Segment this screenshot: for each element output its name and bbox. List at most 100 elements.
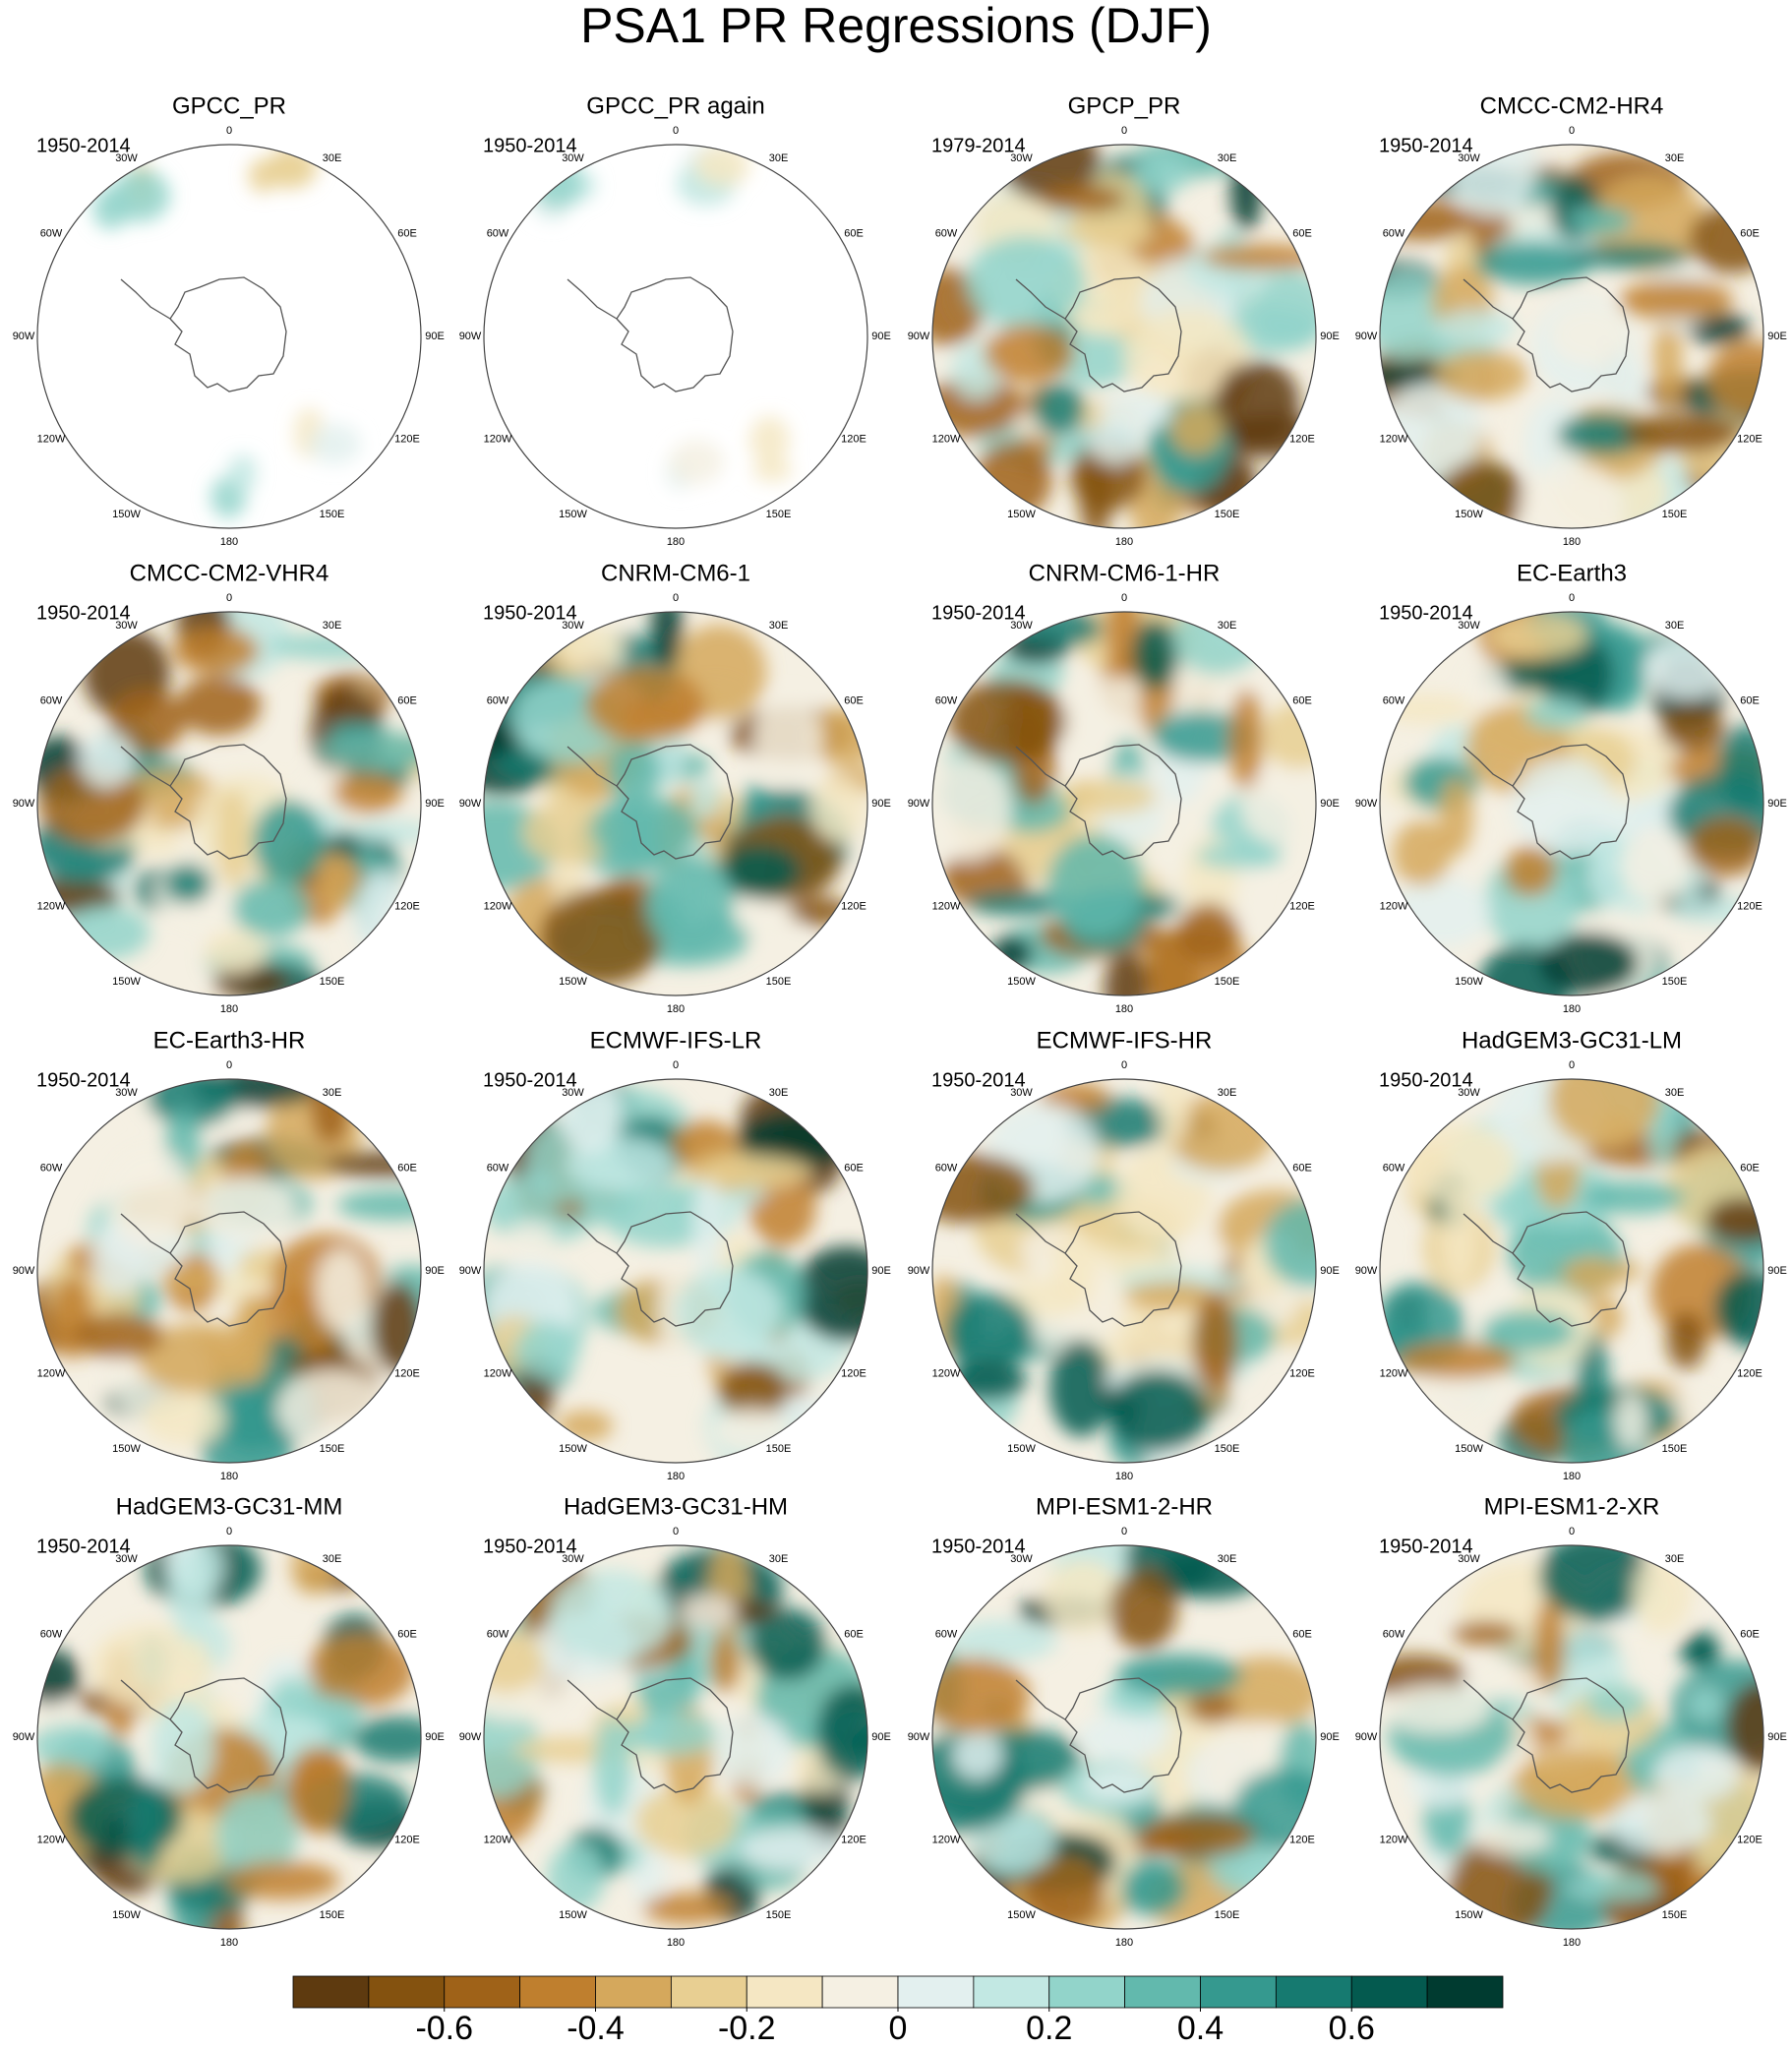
longitude-label: 0 — [1121, 125, 1127, 137]
longitude-label: 60E — [844, 694, 864, 706]
longitude-label: 60E — [1292, 1162, 1312, 1174]
longitude-label: 120E — [1737, 1367, 1762, 1379]
longitude-label: 120E — [394, 1834, 420, 1845]
longitude-label: 30E — [769, 620, 789, 632]
longitude-label: 60W — [935, 694, 958, 706]
longitude-label: 150E — [1215, 976, 1240, 988]
longitude-label: 180 — [1563, 536, 1581, 548]
panel-title: HadGEM3-GC31-HM — [564, 1493, 788, 1520]
panel-title: MPI-ESM1-2-XR — [1484, 1493, 1660, 1520]
longitude-label: 120E — [1289, 900, 1315, 912]
longitude-label: 60W — [935, 227, 958, 239]
map-border — [483, 611, 868, 996]
panel-title: HadGEM3-GC31-MM — [116, 1493, 343, 1520]
colorbar-box — [595, 1975, 672, 2009]
longitude-label: 60W — [935, 1628, 958, 1640]
longitude-label: 120W — [1380, 900, 1408, 912]
longitude-label: 120E — [841, 1367, 866, 1379]
panel-period: 1950-2014 — [931, 1069, 1026, 1091]
longitude-label: 90E — [1767, 798, 1787, 810]
longitude-label: 120E — [394, 1367, 420, 1379]
map-panel: ECMWF-IFS-HR 1950-2014 0 30E 60E 90E 120E 150E 1… — [908, 1027, 1340, 1482]
longitude-label: 30W — [1010, 152, 1033, 164]
longitude-label: 30W — [115, 1087, 138, 1099]
colorbar-box — [897, 1975, 975, 2009]
longitude-label: 30W — [1458, 1553, 1480, 1565]
longitude-label: 180 — [220, 536, 238, 548]
map-panel: EC-Earth3-HR 1950-2014 0 30E 60E 90E 120E 150E 1… — [13, 1027, 445, 1482]
longitude-label: 30W — [1458, 620, 1480, 632]
map-border — [931, 144, 1317, 529]
longitude-label: 90E — [1320, 798, 1340, 810]
longitude-label: 150E — [766, 1909, 792, 1921]
map-panel: GPCP_PR 1979-2014 0 30E 60E 90E 120E 150E 180 150… — [908, 92, 1340, 548]
colorbar-box — [519, 1975, 596, 2009]
longitude-label: 60E — [397, 227, 417, 239]
colorbar-tick-label: -0.4 — [567, 2010, 625, 2047]
longitude-label: 120E — [394, 900, 420, 912]
longitude-label: 180 — [220, 1937, 238, 1949]
longitude-label: 90W — [1355, 1731, 1378, 1743]
longitude-label: 90W — [13, 798, 35, 810]
longitude-label: 150W — [1007, 976, 1036, 988]
longitude-label: 180 — [1115, 1003, 1133, 1015]
longitude-label: 150E — [766, 509, 792, 520]
longitude-label: 90W — [908, 331, 930, 342]
map-panel: HadGEM3-GC31-MM 1950-2014 0 30E 60E 90E 120E 15… — [13, 1493, 445, 1949]
longitude-label: 150W — [112, 976, 141, 988]
longitude-label: 90W — [1355, 798, 1378, 810]
longitude-label: 60W — [1383, 1628, 1405, 1640]
longitude-label: 30W — [115, 620, 138, 632]
map-panel: ECMWF-IFS-LR 1950-2014 0 30E 60E 90E 120E 150E 1… — [459, 1027, 891, 1482]
longitude-label: 90W — [459, 1265, 482, 1277]
precip-field — [1380, 612, 1763, 995]
longitude-label: 60W — [935, 1162, 958, 1174]
precip-field — [1380, 1079, 1763, 1463]
panel-title: HadGEM3-GC31-LM — [1462, 1027, 1682, 1054]
longitude-label: 0 — [673, 1059, 679, 1071]
longitude-label: 150E — [320, 1909, 345, 1921]
longitude-label: 60E — [397, 694, 417, 706]
panel-period: 1950-2014 — [1379, 135, 1473, 156]
longitude-label: 60W — [487, 1162, 509, 1174]
map-border — [483, 1078, 868, 1464]
longitude-label: 120W — [932, 900, 961, 912]
map-border — [1379, 1078, 1764, 1464]
longitude-label: 120E — [1737, 900, 1762, 912]
longitude-label: 120W — [37, 1367, 66, 1379]
panel-period: 1950-2014 — [36, 1069, 131, 1091]
colorbar-tick-label: 0.6 — [1329, 2010, 1375, 2047]
longitude-label: 0 — [673, 125, 679, 137]
longitude-label: 120W — [932, 1834, 961, 1845]
longitude-label: 60W — [487, 1628, 509, 1640]
longitude-label: 30E — [769, 1087, 789, 1099]
colorbar-box — [1200, 1975, 1277, 2009]
longitude-label: 0 — [226, 125, 232, 137]
longitude-label: 60W — [40, 1628, 63, 1640]
map-panel: GPCC_PR again 1950-2014 0 30E 60E 90E 120E 150E… — [459, 92, 891, 548]
longitude-label: 30E — [1665, 152, 1685, 164]
longitude-label: 0 — [1569, 1526, 1575, 1537]
longitude-label: 30E — [1218, 1553, 1237, 1565]
map-border — [1379, 611, 1764, 996]
longitude-label: 150W — [112, 1443, 141, 1455]
longitude-label: 150E — [1662, 976, 1688, 988]
longitude-label: 180 — [220, 1003, 238, 1015]
colorbar-box — [1124, 1975, 1201, 2009]
longitude-label: 150W — [1455, 1909, 1483, 1921]
longitude-label: 60W — [1383, 694, 1405, 706]
longitude-label: 180 — [1115, 536, 1133, 548]
longitude-label: 30W — [1010, 1553, 1033, 1565]
precip-field — [484, 612, 867, 987]
longitude-label: 90E — [871, 1265, 891, 1277]
colorbar-box — [670, 1975, 747, 2009]
longitude-label: 60E — [844, 227, 864, 239]
longitude-label: 60W — [40, 694, 63, 706]
longitude-label: 60E — [1740, 694, 1760, 706]
longitude-label: 150E — [1662, 1909, 1688, 1921]
map-border — [931, 611, 1317, 996]
precip-field — [1380, 1545, 1763, 1929]
longitude-label: 120E — [1289, 1367, 1315, 1379]
longitude-label: 60E — [1292, 1628, 1312, 1640]
longitude-label: 90E — [425, 331, 445, 342]
